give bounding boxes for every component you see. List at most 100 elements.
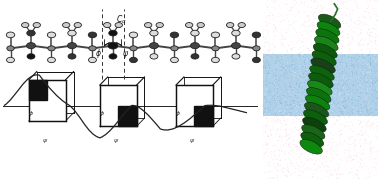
Point bbox=[311, 93, 318, 96]
Ellipse shape bbox=[302, 125, 325, 139]
Point bbox=[279, 60, 285, 63]
Point bbox=[346, 74, 352, 77]
Point bbox=[282, 53, 288, 56]
Point bbox=[265, 61, 271, 63]
Point bbox=[325, 76, 331, 79]
Point bbox=[332, 79, 338, 82]
Point bbox=[368, 152, 374, 155]
Point bbox=[314, 11, 320, 14]
Point bbox=[288, 85, 294, 88]
Point bbox=[307, 74, 313, 77]
Point bbox=[268, 103, 274, 106]
Point bbox=[346, 34, 352, 37]
Point bbox=[285, 138, 291, 141]
Point bbox=[330, 88, 336, 91]
Point bbox=[269, 66, 275, 69]
Point bbox=[331, 30, 337, 33]
Point bbox=[332, 81, 338, 84]
Point bbox=[373, 56, 378, 59]
Point bbox=[279, 114, 285, 117]
Point bbox=[274, 82, 280, 85]
Point bbox=[352, 85, 358, 88]
Point bbox=[375, 0, 378, 3]
Point bbox=[283, 54, 289, 57]
Point bbox=[310, 99, 316, 102]
Point bbox=[279, 72, 285, 74]
Point bbox=[374, 112, 378, 115]
Point bbox=[263, 56, 270, 59]
Point bbox=[260, 78, 266, 81]
Point bbox=[350, 142, 356, 145]
Point bbox=[277, 100, 283, 103]
Point bbox=[263, 152, 269, 154]
Point bbox=[312, 17, 318, 20]
Point bbox=[276, 92, 282, 95]
Point bbox=[370, 89, 376, 92]
Point bbox=[264, 177, 270, 179]
Circle shape bbox=[231, 43, 240, 49]
Point bbox=[359, 24, 365, 27]
Point bbox=[339, 110, 345, 113]
Point bbox=[329, 78, 335, 81]
Point bbox=[355, 23, 361, 26]
Point bbox=[321, 145, 327, 148]
Point bbox=[294, 103, 300, 106]
Point bbox=[335, 4, 341, 7]
Point bbox=[305, 88, 311, 90]
Point bbox=[342, 77, 349, 79]
Point bbox=[310, 14, 316, 17]
Point bbox=[335, 47, 341, 50]
Point bbox=[368, 101, 374, 104]
Point bbox=[338, 158, 344, 161]
Circle shape bbox=[68, 54, 76, 59]
Point bbox=[277, 31, 283, 34]
Point bbox=[322, 100, 328, 103]
Point bbox=[273, 53, 279, 56]
Point bbox=[333, 99, 339, 102]
Point bbox=[369, 113, 375, 116]
Point bbox=[350, 97, 356, 100]
Point bbox=[293, 71, 299, 74]
Point bbox=[333, 94, 339, 97]
Point bbox=[341, 175, 347, 178]
Point bbox=[276, 67, 282, 69]
Point bbox=[272, 87, 278, 90]
Point bbox=[324, 56, 330, 59]
Point bbox=[309, 108, 315, 111]
Point bbox=[276, 113, 282, 116]
Point bbox=[319, 96, 325, 99]
Point bbox=[288, 20, 294, 23]
Point bbox=[291, 65, 297, 68]
Point bbox=[348, 99, 354, 102]
Point bbox=[364, 0, 370, 2]
Point bbox=[303, 32, 309, 35]
Point bbox=[297, 155, 304, 158]
Point bbox=[340, 143, 346, 146]
Point bbox=[278, 87, 284, 90]
Point bbox=[263, 24, 269, 27]
Point bbox=[278, 34, 284, 37]
Point bbox=[366, 37, 372, 40]
Point bbox=[330, 59, 336, 61]
Point bbox=[290, 107, 296, 109]
Point bbox=[366, 54, 372, 57]
Point bbox=[345, 62, 351, 64]
Point bbox=[311, 136, 317, 139]
Point bbox=[275, 70, 281, 72]
Point bbox=[369, 53, 375, 56]
Point bbox=[278, 84, 284, 87]
Point bbox=[279, 107, 285, 110]
Point bbox=[335, 74, 341, 76]
Point bbox=[340, 173, 346, 176]
Point bbox=[375, 94, 378, 97]
Point bbox=[300, 34, 306, 37]
Point bbox=[341, 116, 347, 118]
Point bbox=[308, 130, 314, 133]
Point bbox=[286, 98, 292, 101]
Point bbox=[271, 158, 277, 160]
Point bbox=[280, 168, 287, 171]
Point bbox=[335, 99, 341, 102]
Point bbox=[306, 92, 312, 95]
Point bbox=[360, 65, 366, 67]
Point bbox=[373, 39, 378, 42]
